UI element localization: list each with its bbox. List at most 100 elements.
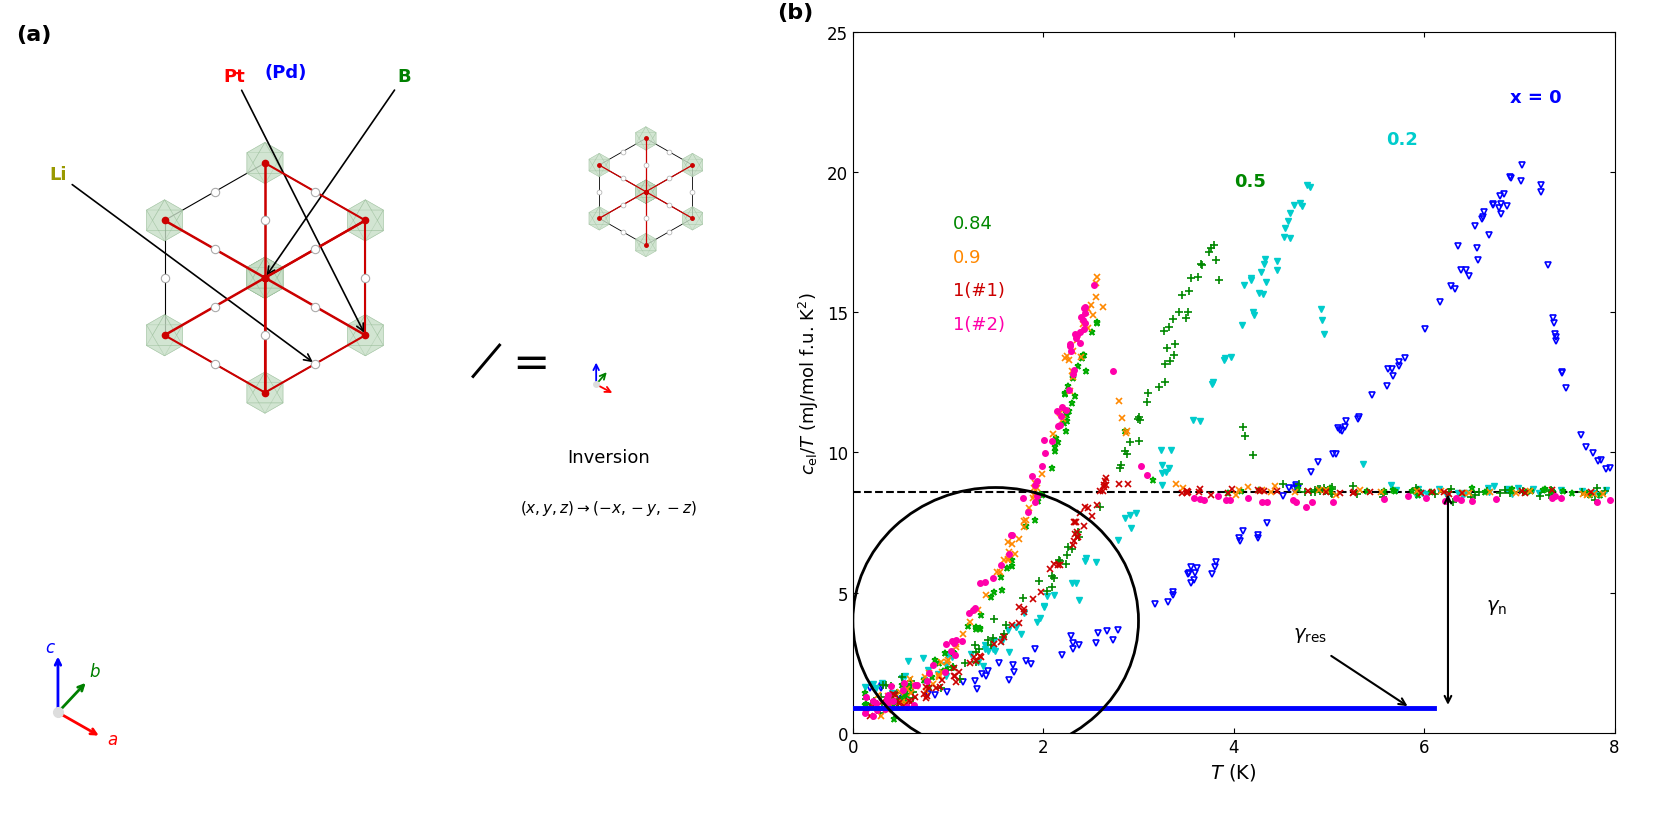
Polygon shape [146,210,164,242]
Polygon shape [636,198,655,204]
Polygon shape [348,201,366,232]
Polygon shape [636,234,655,251]
Polygon shape [247,373,283,382]
Polygon shape [636,181,655,187]
Text: 0.84: 0.84 [952,215,991,233]
Polygon shape [636,198,655,204]
Polygon shape [589,207,609,225]
Polygon shape [348,232,384,242]
Polygon shape [247,258,265,289]
Polygon shape [692,213,702,231]
Polygon shape [247,143,265,174]
Polygon shape [247,258,265,289]
Polygon shape [636,234,645,251]
Polygon shape [146,201,182,232]
Polygon shape [682,207,702,225]
Polygon shape [247,258,283,289]
Polygon shape [146,201,182,210]
Polygon shape [636,198,655,204]
Polygon shape [589,207,609,213]
Polygon shape [636,181,655,187]
Polygon shape [265,268,283,299]
Polygon shape [247,382,265,414]
Polygon shape [247,289,283,299]
Polygon shape [247,268,265,299]
Text: x = 0: x = 0 [1509,88,1561,106]
Polygon shape [589,154,599,172]
Polygon shape [265,258,283,289]
Polygon shape [265,373,283,404]
Polygon shape [146,325,182,356]
Polygon shape [247,153,283,184]
Polygon shape [682,213,702,231]
Polygon shape [247,373,283,404]
Polygon shape [636,133,645,151]
Polygon shape [645,181,655,198]
Polygon shape [247,258,265,289]
Polygon shape [146,201,164,232]
Polygon shape [682,160,702,178]
Polygon shape [636,181,655,198]
Text: (a): (a) [17,25,51,44]
Polygon shape [682,160,692,178]
Polygon shape [636,181,645,198]
Polygon shape [589,160,599,178]
Text: b: b [89,663,99,681]
Polygon shape [589,207,599,225]
Polygon shape [645,187,655,204]
Text: 0.9: 0.9 [952,248,981,266]
Polygon shape [636,128,655,133]
Polygon shape [265,258,283,289]
Polygon shape [682,213,692,231]
Polygon shape [636,234,655,240]
Polygon shape [636,181,655,198]
Polygon shape [348,325,384,356]
Polygon shape [247,289,283,299]
Polygon shape [682,207,692,225]
Polygon shape [636,187,645,204]
Text: $(x, y, z) \rightarrow (-x, -y, -z)$: $(x, y, z) \rightarrow (-x, -y, -z)$ [520,498,697,517]
Polygon shape [146,210,182,242]
Polygon shape [636,187,655,204]
Polygon shape [636,145,655,151]
Polygon shape [682,207,702,213]
Text: 1(#2): 1(#2) [952,315,1005,333]
Polygon shape [645,187,655,204]
Polygon shape [247,268,283,299]
Polygon shape [348,315,366,346]
Polygon shape [247,373,265,404]
Polygon shape [692,160,702,178]
Polygon shape [247,258,283,289]
Text: $\not=$: $\not=$ [470,343,548,386]
Polygon shape [247,153,265,184]
Polygon shape [636,181,655,198]
Polygon shape [589,225,609,231]
Polygon shape [599,154,609,172]
Polygon shape [636,240,645,257]
Polygon shape [146,325,164,356]
Y-axis label: $c_{\rm el}/T$ (mJ/mol f.u. K$^2$): $c_{\rm el}/T$ (mJ/mol f.u. K$^2$) [796,292,821,474]
Polygon shape [265,258,283,289]
Polygon shape [366,201,384,232]
Polygon shape [645,187,655,204]
Polygon shape [366,315,384,346]
Polygon shape [146,315,182,325]
Polygon shape [636,128,645,145]
Polygon shape [589,213,599,231]
Polygon shape [636,187,645,204]
Polygon shape [636,251,655,257]
Polygon shape [366,210,384,242]
Text: c: c [46,638,55,656]
Text: $\gamma_{\rm res}$: $\gamma_{\rm res}$ [1293,626,1326,645]
Polygon shape [636,240,655,257]
Polygon shape [247,258,283,268]
Polygon shape [247,289,283,299]
Polygon shape [348,346,384,356]
Polygon shape [589,160,609,178]
Polygon shape [164,325,182,356]
Polygon shape [247,268,283,299]
Polygon shape [164,210,182,242]
Text: Li: Li [50,166,311,362]
Polygon shape [265,143,283,174]
Polygon shape [682,225,702,231]
